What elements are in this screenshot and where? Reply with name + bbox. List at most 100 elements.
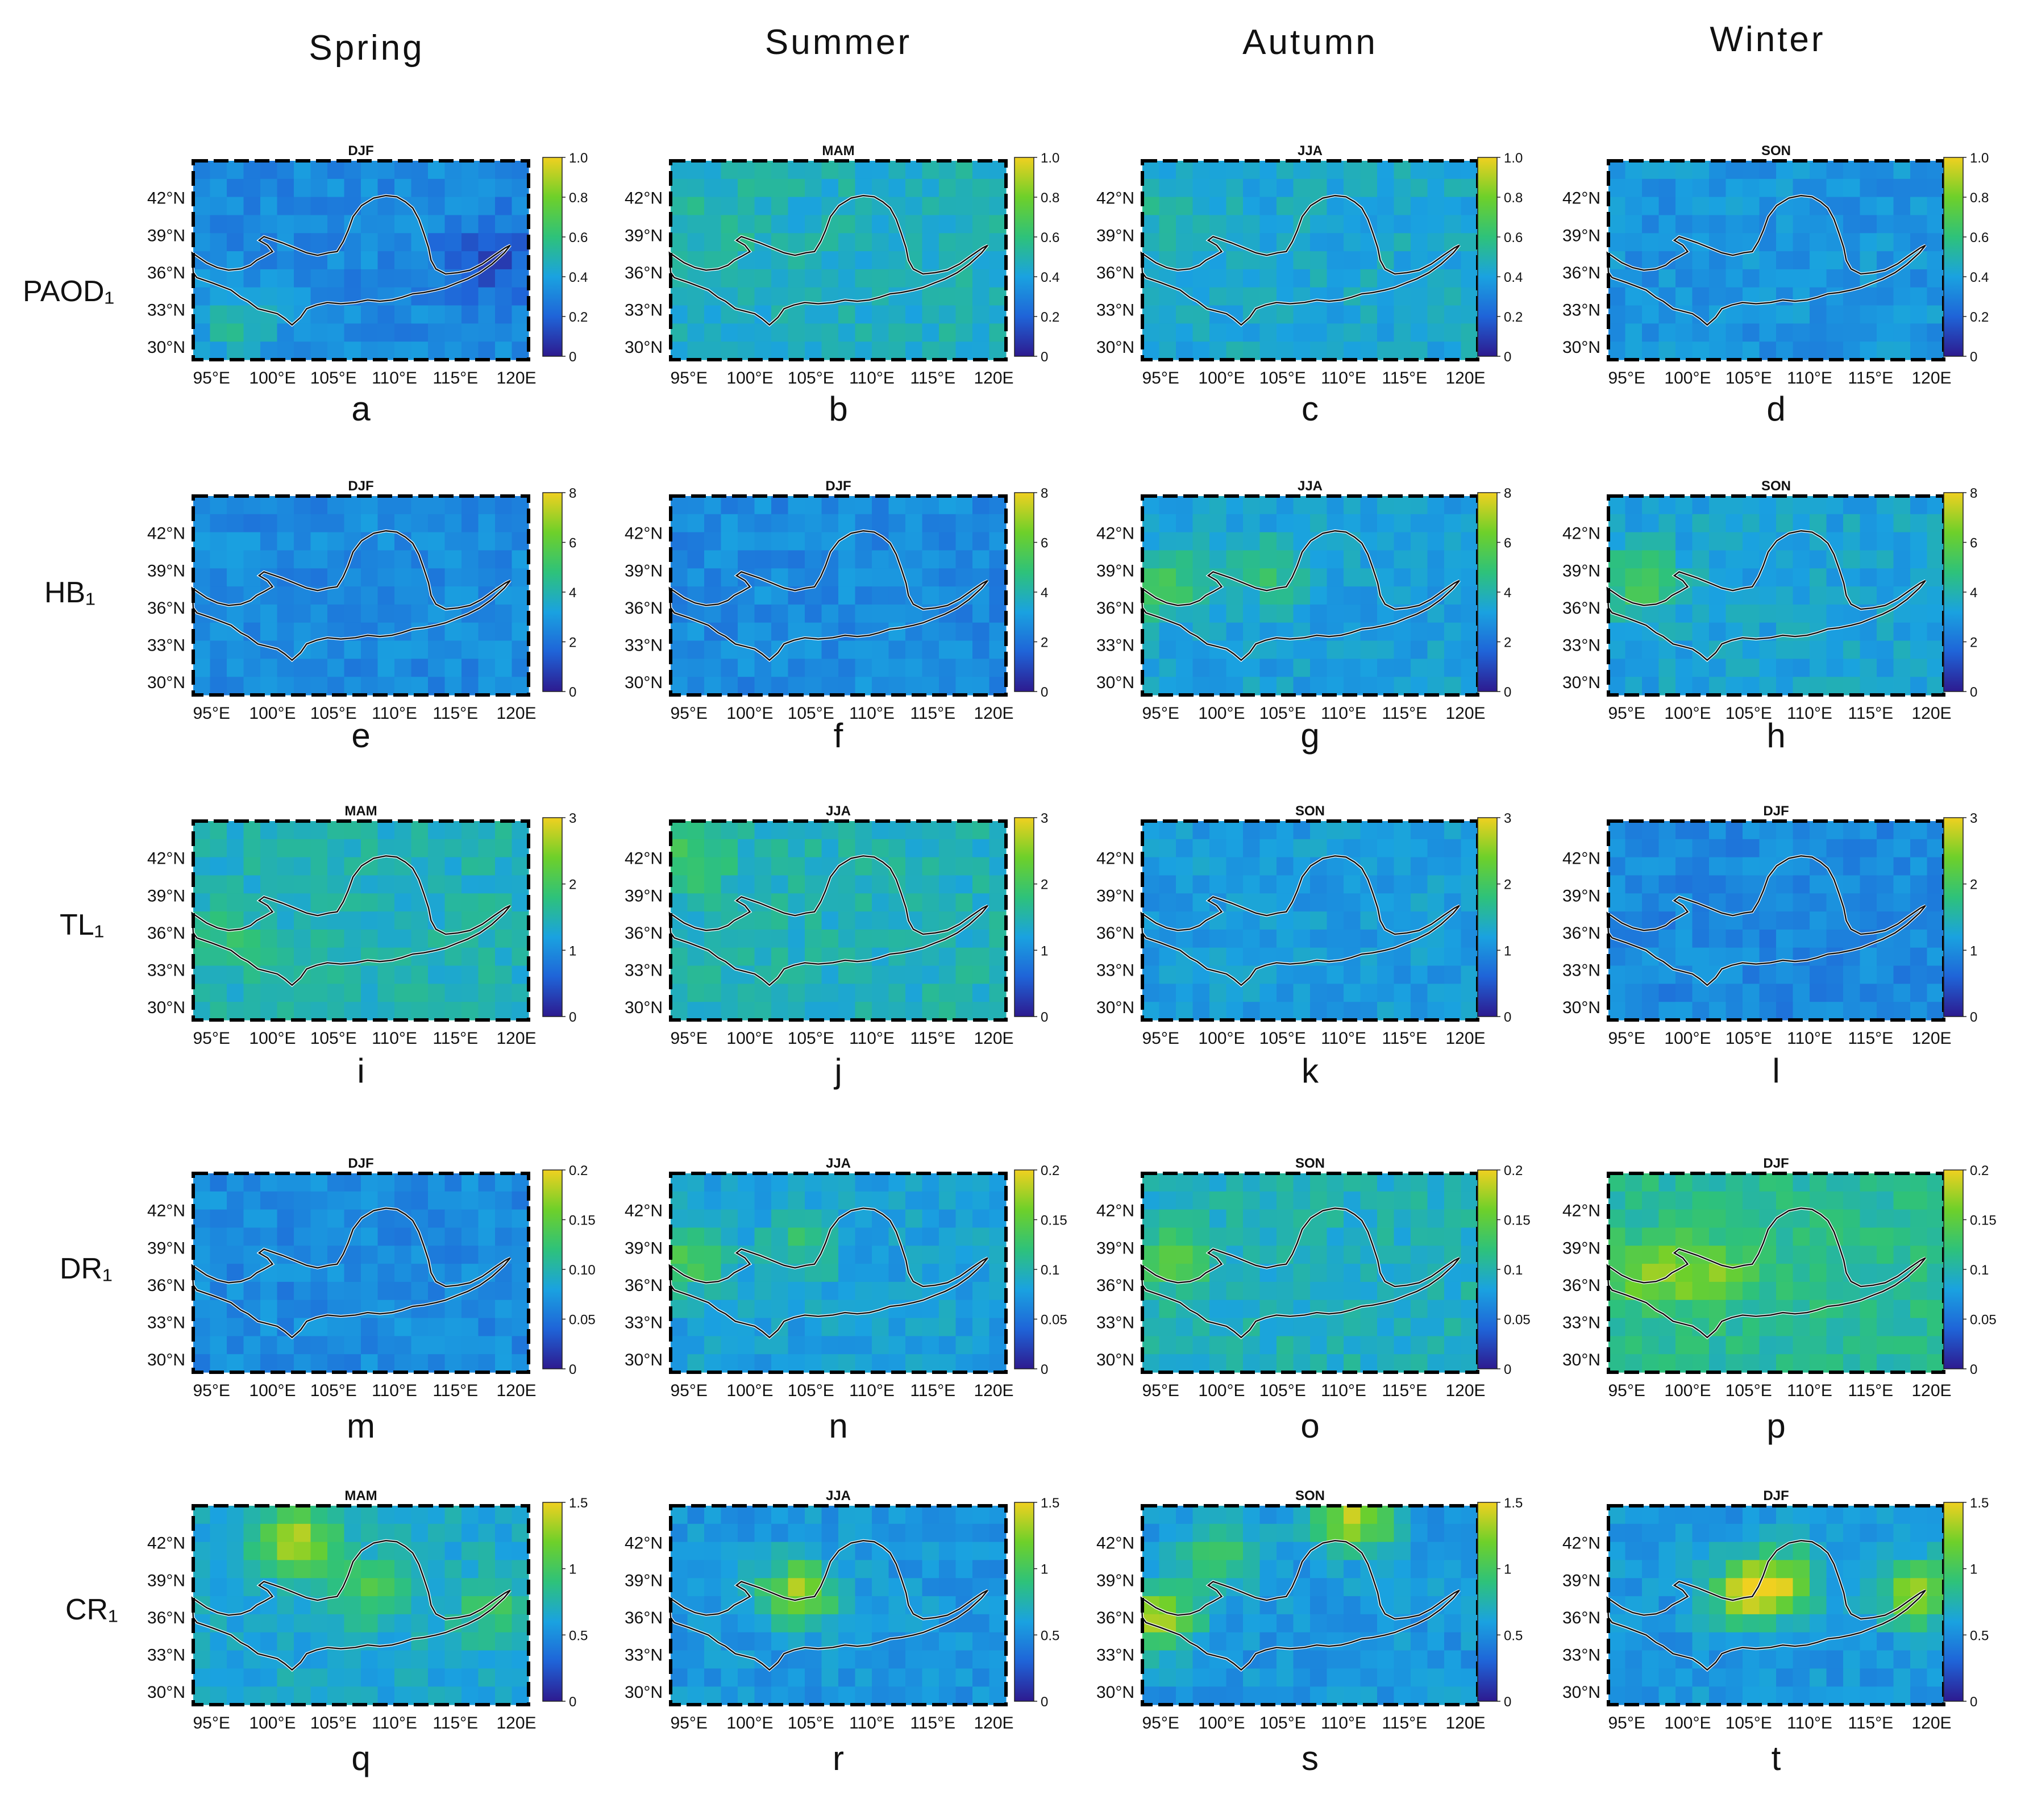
heatmap-cell <box>704 197 722 215</box>
heatmap-cell <box>1776 1173 1794 1192</box>
heatmap-cell <box>294 1002 311 1021</box>
colorbar-tick-label: 0 <box>1504 685 1511 700</box>
heatmap-cell <box>1394 1686 1411 1705</box>
heatmap-cell <box>989 604 1007 623</box>
heatmap-cell <box>1444 269 1462 288</box>
x-tick-label: 110°E <box>1321 369 1366 388</box>
heatmap-cell <box>989 1300 1007 1319</box>
heatmap-cell <box>260 1542 278 1560</box>
heatmap-cell <box>1893 893 1911 912</box>
heatmap-cell <box>193 1300 211 1319</box>
panel-title: DJF <box>348 143 373 159</box>
colorbar-tick-label: 0 <box>1041 685 1048 700</box>
heatmap-cell <box>361 496 379 515</box>
heatmap-cell <box>193 947 211 967</box>
heatmap-cell <box>1759 269 1777 288</box>
heatmap-cell <box>1893 1632 1911 1651</box>
heatmap-cell <box>1461 1191 1478 1210</box>
heatmap-cell <box>327 1227 345 1246</box>
heatmap-cell <box>1877 305 1894 324</box>
heatmap-cell <box>1277 839 1294 858</box>
heatmap-cell <box>1893 197 1911 215</box>
heatmap-cell <box>478 1246 496 1264</box>
heatmap-cell <box>1327 1614 1344 1633</box>
heatmap-cell <box>1726 341 1743 360</box>
heatmap-cell <box>1743 857 1760 876</box>
heatmap-cell <box>972 215 990 234</box>
heatmap-cell <box>1658 496 1676 515</box>
heatmap-cell <box>1327 911 1344 930</box>
heatmap-cell <box>327 197 345 215</box>
y-tick-label: 42°N <box>625 524 663 543</box>
heatmap-cell <box>394 1246 412 1264</box>
heatmap-cell <box>1759 197 1777 215</box>
heatmap-cell <box>1910 161 1928 180</box>
heatmap-cell <box>1344 1596 1361 1615</box>
heatmap-cell <box>260 161 278 180</box>
heatmap-cell <box>1310 1191 1328 1210</box>
x-tick-label: 110°E <box>1321 704 1366 723</box>
heatmap-cell <box>1910 496 1928 515</box>
heatmap-cell <box>704 875 722 894</box>
heatmap-cell <box>1293 251 1311 270</box>
heatmap-cell <box>855 197 872 215</box>
heatmap-cell <box>687 1560 705 1579</box>
heatmap-cell <box>377 1686 395 1705</box>
heatmap-cell <box>855 1173 872 1192</box>
heatmap-cell <box>277 821 294 840</box>
heatmap-cell <box>1176 514 1194 533</box>
heatmap-cell <box>294 875 311 894</box>
heatmap-cell <box>838 1336 856 1355</box>
heatmap-cell <box>377 323 395 342</box>
heatmap-cell <box>1776 640 1794 659</box>
heatmap-cell <box>1176 929 1194 948</box>
heatmap-cell <box>310 1506 328 1525</box>
heatmap-cell <box>922 893 939 912</box>
panel-letter: o <box>1300 1407 1319 1445</box>
heatmap-cell <box>1209 857 1227 876</box>
heatmap-cell <box>805 911 822 930</box>
heatmap-cell <box>1394 1336 1411 1355</box>
heatmap-cell <box>377 161 395 180</box>
colorbar-tick-label: 1 <box>569 1562 576 1577</box>
heatmap-cell <box>1910 659 1928 677</box>
heatmap-cell <box>1743 929 1760 948</box>
heatmap-cell <box>1142 821 1160 840</box>
heatmap-cell <box>805 839 822 858</box>
heatmap-cell <box>1444 1209 1462 1228</box>
heatmap-cell <box>1743 251 1760 270</box>
heatmap-cell <box>193 1227 211 1246</box>
y-tick-label: 36°N <box>1562 1276 1600 1295</box>
heatmap-cell <box>671 1209 688 1228</box>
heatmap-cell <box>1810 341 1827 360</box>
heatmap-cell <box>1277 161 1294 180</box>
heatmap-cell <box>805 161 822 180</box>
y-tick-label: 33°N <box>1096 301 1134 320</box>
heatmap-cell <box>704 1336 722 1355</box>
heatmap-cell <box>361 269 379 288</box>
heatmap-cell <box>193 1560 211 1579</box>
heatmap-cell <box>1776 677 1794 695</box>
heatmap-cell <box>704 269 722 288</box>
heatmap-cell <box>310 1560 328 1579</box>
heatmap-cell <box>1793 1300 1810 1319</box>
heatmap-cell <box>1427 857 1445 876</box>
heatmap-cell <box>1743 550 1760 569</box>
colorbar-tick-label: 0.1 <box>1970 1263 1989 1278</box>
heatmap-cell <box>788 1523 805 1543</box>
heatmap-cell <box>478 1632 496 1651</box>
x-tick-label: 120E <box>974 1714 1014 1732</box>
y-tick-label: 36°N <box>1096 924 1134 943</box>
heatmap-cell <box>922 821 939 840</box>
heatmap-cell <box>444 1596 462 1615</box>
heatmap-cell <box>1726 1191 1743 1210</box>
colorbar-tick-label: 0.10 <box>569 1263 596 1278</box>
heatmap-cell <box>461 1318 479 1336</box>
panel-title: DJF <box>1763 803 1789 819</box>
heatmap-cell <box>1277 1336 1294 1355</box>
heatmap-cell <box>989 1650 1007 1669</box>
heatmap-cell <box>821 1336 839 1355</box>
heatmap-cell <box>721 839 738 858</box>
heatmap-cell <box>1642 640 1660 659</box>
heatmap-cell <box>888 1354 906 1373</box>
